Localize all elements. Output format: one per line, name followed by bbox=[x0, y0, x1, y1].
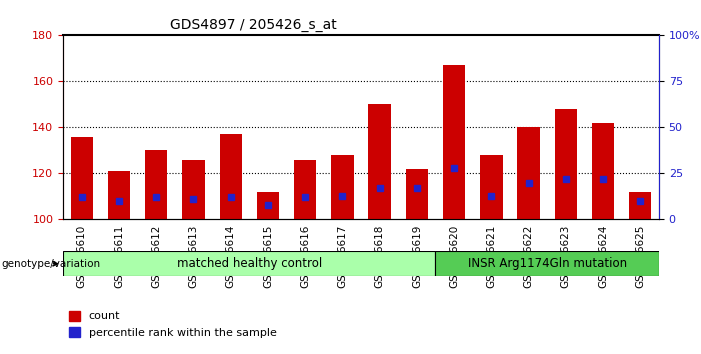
Bar bbox=[71, 137, 93, 219]
Text: GDS4897 / 205426_s_at: GDS4897 / 205426_s_at bbox=[170, 18, 337, 32]
Bar bbox=[480, 155, 503, 219]
Legend: count, percentile rank within the sample: count, percentile rank within the sample bbox=[69, 311, 276, 338]
Bar bbox=[257, 192, 279, 219]
Bar bbox=[629, 192, 651, 219]
Bar bbox=[108, 171, 130, 219]
Bar bbox=[331, 155, 353, 219]
Bar bbox=[219, 134, 242, 219]
Bar bbox=[294, 160, 316, 219]
Bar bbox=[406, 169, 428, 219]
Bar bbox=[517, 127, 540, 219]
FancyBboxPatch shape bbox=[435, 251, 659, 276]
Bar bbox=[369, 104, 391, 219]
Text: matched healthy control: matched healthy control bbox=[177, 257, 322, 270]
Bar bbox=[443, 65, 465, 219]
Text: INSR Arg1174Gln mutation: INSR Arg1174Gln mutation bbox=[468, 257, 627, 270]
Bar bbox=[182, 160, 205, 219]
FancyBboxPatch shape bbox=[63, 251, 435, 276]
Text: genotype/variation: genotype/variation bbox=[1, 259, 100, 269]
Bar bbox=[145, 150, 168, 219]
Bar bbox=[592, 123, 614, 219]
Bar bbox=[554, 109, 577, 219]
